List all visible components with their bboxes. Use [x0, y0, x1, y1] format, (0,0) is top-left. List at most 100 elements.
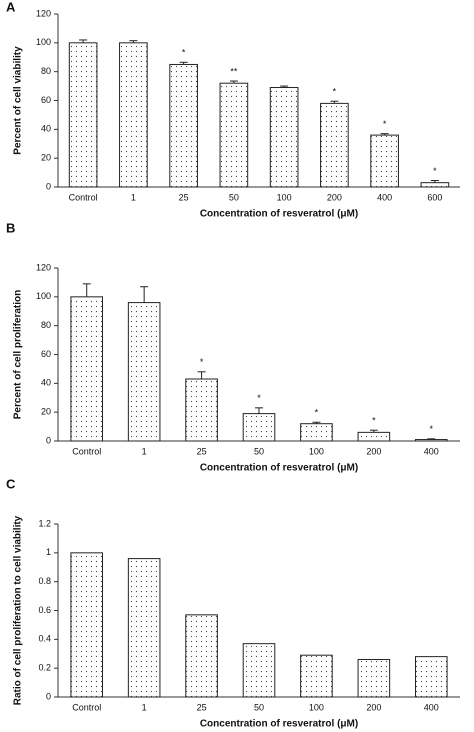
error-bar [380, 133, 389, 136]
x-tick-label: Control [72, 446, 101, 456]
y-tick-label: 0.4 [38, 634, 51, 644]
y-tick-label: 0 [46, 691, 51, 701]
bar [70, 296, 104, 442]
bar [414, 656, 448, 698]
bar [320, 102, 349, 188]
y-tick-label: 80 [41, 320, 51, 330]
x-tick-label: 50 [254, 446, 264, 456]
y-tick-label: 100 [36, 37, 51, 47]
y-tick-label: 60 [41, 349, 51, 359]
bar [219, 82, 249, 188]
significance-mark: * [383, 119, 387, 129]
y-tick-label: 0 [46, 435, 51, 445]
significance-mark: * [200, 357, 204, 367]
bar [70, 552, 104, 698]
y-tick-label: 0.8 [38, 576, 51, 586]
error-bar [280, 85, 289, 88]
bar [357, 659, 391, 698]
error-bar [427, 438, 436, 440]
significance-mark: * [257, 393, 261, 403]
bar [169, 63, 198, 188]
x-tick-label: 200 [366, 446, 381, 456]
y-tick-label: 0.2 [38, 663, 51, 673]
significance-mark: * [372, 416, 376, 426]
x-tick-label: 1 [142, 702, 147, 712]
bar [300, 423, 333, 442]
panel-label: B [6, 220, 15, 235]
significance-mark: * [433, 166, 437, 176]
y-tick-label: 20 [41, 407, 51, 417]
y-tick-label: 1.2 [38, 518, 51, 528]
bar [68, 42, 98, 188]
panel-label: C [6, 476, 16, 491]
x-axis-title: Concentration of resveratrol (μM) [200, 463, 358, 474]
error-bar [79, 39, 88, 43]
error-bar [312, 421, 321, 424]
y-tick-label: 20 [41, 153, 51, 163]
significance-mark: * [430, 424, 434, 434]
x-tick-label: 200 [327, 192, 342, 202]
error-bar [369, 429, 378, 433]
bar [185, 378, 218, 442]
bar [127, 558, 161, 698]
x-tick-label: 200 [366, 702, 381, 712]
y-tick-label: 100 [36, 291, 51, 301]
x-tick-label: 400 [424, 702, 439, 712]
significance-mark: ** [230, 66, 238, 76]
x-tick-label: 400 [377, 192, 392, 202]
y-axis-title: Ratio of cell proliferation to cell viab… [13, 515, 24, 705]
bar [269, 87, 299, 188]
x-tick-label: 25 [197, 446, 207, 456]
error-bar [82, 283, 91, 297]
error-bar [197, 371, 206, 380]
error-bar [129, 40, 138, 43]
y-tick-label: 120 [36, 8, 51, 18]
x-tick-label: Control [69, 192, 98, 202]
y-tick-label: 40 [41, 378, 51, 388]
y-tick-label: 80 [41, 66, 51, 76]
bar [242, 413, 276, 442]
y-tick-label: 120 [36, 262, 51, 272]
significance-mark: * [182, 48, 186, 58]
error-bar [179, 61, 188, 65]
x-tick-label: 100 [277, 192, 292, 202]
x-tick-label: 50 [254, 702, 264, 712]
y-tick-label: 0 [46, 181, 51, 191]
x-axis-title: Concentration of resveratrol (μM) [200, 209, 358, 220]
bar [119, 42, 148, 188]
y-axis-title: Percent of cell proliferation [13, 290, 24, 419]
y-tick-label: 0.6 [38, 605, 51, 615]
error-bar [140, 286, 149, 303]
x-tick-label: 1 [142, 446, 147, 456]
error-bar [229, 80, 238, 84]
bar [357, 431, 391, 442]
error-bar [430, 180, 439, 183]
bar [242, 643, 276, 698]
error-bar [330, 100, 339, 104]
significance-mark: * [333, 87, 337, 97]
x-tick-label: 50 [229, 192, 239, 202]
x-tick-label: 100 [309, 702, 324, 712]
y-tick-label: 60 [41, 95, 51, 105]
y-axis-title: Percent of cell viability [13, 46, 24, 155]
bar [127, 302, 161, 442]
x-tick-label: 1 [131, 192, 136, 202]
x-tick-label: 100 [309, 446, 324, 456]
x-tick-label: 25 [179, 192, 189, 202]
x-tick-label: 25 [197, 702, 207, 712]
significance-mark: * [315, 408, 319, 418]
error-bar [255, 407, 263, 414]
bar [414, 439, 448, 442]
x-tick-label: 600 [427, 192, 442, 202]
bar [420, 182, 450, 188]
panel-label: A [6, 0, 16, 14]
bar [300, 654, 333, 698]
y-tick-label: 1 [46, 547, 51, 557]
x-tick-label: Control [72, 702, 101, 712]
y-tick-label: 40 [41, 124, 51, 134]
bar [185, 614, 218, 698]
bar [370, 134, 399, 188]
x-tick-label: 400 [424, 446, 439, 456]
x-axis-title: Concentration of resveratrol (μM) [200, 719, 358, 730]
